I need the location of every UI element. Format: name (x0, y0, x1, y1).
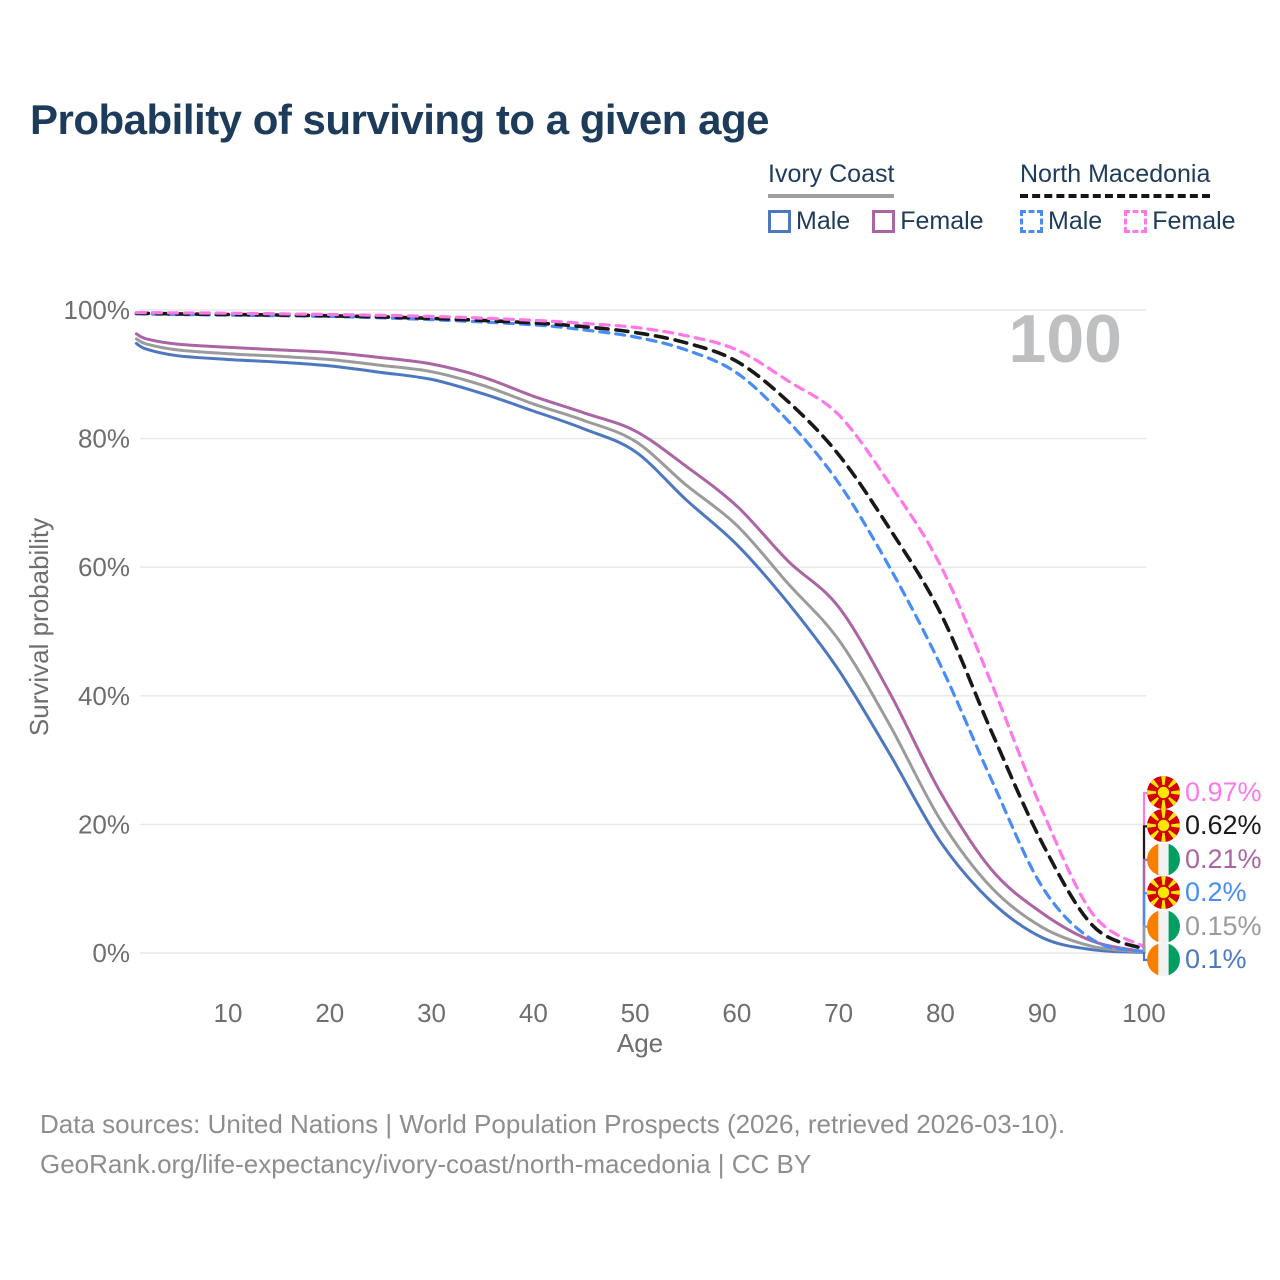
end-value: 0.1% (1185, 944, 1247, 974)
end-label-north-macedonia-female[interactable]: 0.97% (1147, 776, 1262, 809)
end-label-north-macedonia-all[interactable]: 0.62% (1147, 809, 1262, 843)
end-value: 0.62% (1185, 810, 1262, 841)
legend-group-ivory-coast: Ivory Coast Male Female (768, 160, 1006, 236)
end-value: 0.97% (1185, 777, 1262, 807)
curve-ivory-coast-female[interactable] (134, 332, 1146, 954)
curve-north-macedonia-all[interactable] (134, 311, 1146, 951)
curve-north-macedonia-male[interactable] (134, 312, 1146, 954)
ivory-coast-flag-icon (1147, 909, 1180, 943)
legend-label-ivory-coast-female: Female (900, 207, 984, 235)
legend-label-ivory-coast-male: Male (796, 207, 851, 235)
curve-ivory-coast-male[interactable] (134, 341, 1146, 954)
end-value: 0.2% (1185, 877, 1247, 908)
x-tick-label: 30 (417, 998, 446, 1028)
ivory-coast-male-swatch-icon (768, 210, 791, 233)
x-tick-label: 90 (1028, 998, 1057, 1028)
north-macedonia-male-swatch-icon (1020, 210, 1043, 233)
legend-title-north-macedonia[interactable]: North Macedonia (1020, 160, 1211, 198)
y-tick-label: 60% (78, 552, 130, 582)
footer-attribution: GeoRank.org/life-expectancy/ivory-coast/… (40, 1149, 812, 1179)
curve-ivory-coast-all[interactable] (134, 337, 1146, 954)
end-label-north-macedonia-male[interactable]: 0.2% (1147, 876, 1247, 910)
north-macedonia-flag-icon (1147, 776, 1180, 809)
legend-item-north-macedonia-female[interactable]: Female (1124, 207, 1236, 236)
legend-title-ivory-coast[interactable]: Ivory Coast (768, 160, 895, 198)
north-macedonia-female-swatch-icon (1124, 210, 1148, 233)
footer-data-sources: Data sources: United Nations | World Pop… (40, 1109, 1066, 1139)
ivory-coast-female-swatch-icon (872, 210, 896, 233)
survival-curves (134, 311, 1146, 954)
x-tick-label: 10 (214, 998, 243, 1028)
end-label-ivory-coast-all[interactable]: 0.15% (1147, 909, 1262, 943)
x-tick-label: 70 (824, 998, 853, 1028)
x-tick-label: 80 (926, 998, 955, 1028)
footer: Data sources: United Nations | World Pop… (40, 1104, 1065, 1184)
north-macedonia-flag-icon (1147, 876, 1180, 910)
legend-items-ivory-coast: Male Female (768, 207, 1006, 236)
end-label-ivory-coast-female[interactable]: 0.21% (1147, 842, 1262, 876)
chart-title: Probability of surviving to a given age (30, 96, 769, 143)
legend-item-north-macedonia-male[interactable]: Male (1020, 207, 1102, 236)
age-counter-watermark: 100 (1009, 301, 1122, 377)
x-tick-label: 20 (315, 998, 344, 1028)
x-axis-title: Age (617, 1028, 663, 1058)
legend-label-north-macedonia-male: Male (1048, 207, 1103, 235)
legend-item-ivory-coast-male[interactable]: Male (768, 207, 850, 236)
x-tick-label: 100 (1122, 998, 1165, 1028)
y-tick-label: 100% (64, 295, 131, 325)
y-tick-label: 20% (78, 809, 130, 839)
y-tick-label: 80% (78, 424, 130, 454)
end-label-ivory-coast-male[interactable]: 0.1% (1147, 943, 1247, 976)
north-macedonia-flag-icon (1147, 809, 1180, 843)
y-tick-label: 0% (92, 938, 130, 968)
end-value: 0.21% (1185, 843, 1262, 874)
ivory-coast-flag-icon (1147, 943, 1180, 976)
legend-group-north-macedonia: North Macedonia Male Female (1020, 160, 1258, 236)
legend-label-north-macedonia-female: Female (1152, 207, 1236, 235)
y-tick-label: 40% (78, 681, 130, 711)
gridlines (140, 309, 1146, 954)
x-axis-tick-labels: 10 20 30 40 50 60 70 80 90 100 (214, 998, 1166, 1028)
curve-north-macedonia-female[interactable] (134, 311, 1146, 949)
legend-items-north-macedonia: Male Female (1020, 207, 1258, 236)
ivory-coast-flag-icon (1147, 842, 1180, 876)
legend-item-ivory-coast-female[interactable]: Female (872, 207, 984, 236)
y-axis-tick-labels: 0% 20% 40% 60% 80% 100% (64, 295, 131, 968)
x-tick-label: 60 (722, 998, 751, 1028)
x-tick-label: 50 (621, 998, 650, 1028)
x-tick-label: 40 (519, 998, 548, 1028)
y-axis-title: Survival probability (24, 518, 54, 736)
end-value: 0.15% (1185, 910, 1262, 941)
